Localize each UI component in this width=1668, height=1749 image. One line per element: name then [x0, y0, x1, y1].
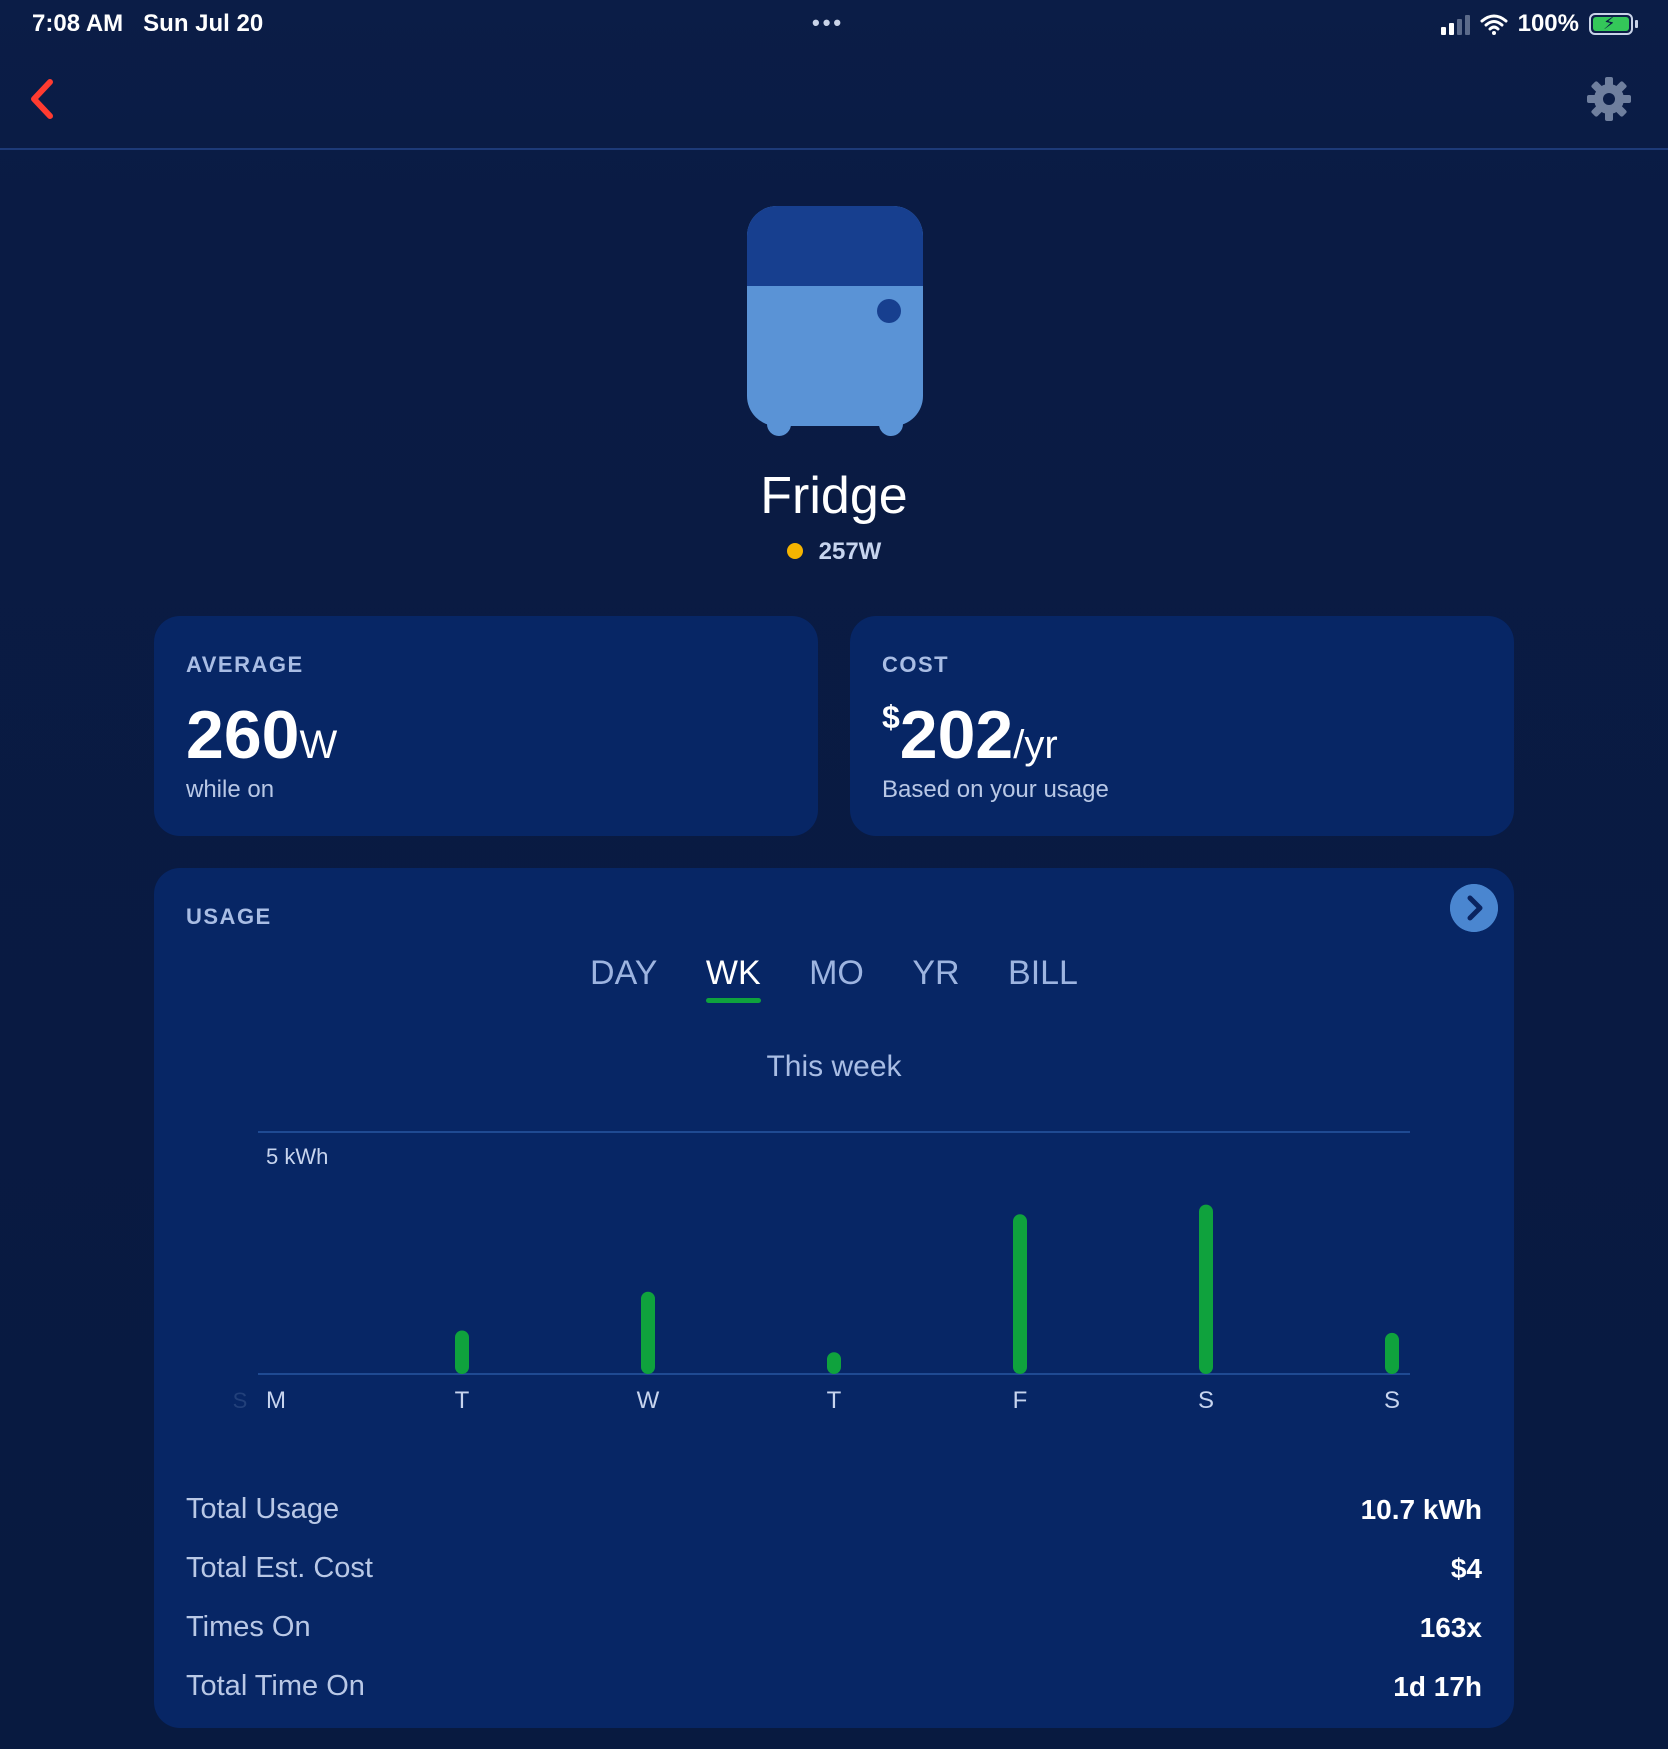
average-sub: while on: [186, 776, 275, 803]
bar-1: [455, 1330, 469, 1374]
bar-4: [1013, 1214, 1027, 1374]
stat-label: Total Time On: [186, 1670, 365, 1702]
average-label: AVERAGE: [186, 652, 304, 677]
multitasking-dots-icon[interactable]: •••: [812, 10, 845, 35]
tab-day[interactable]: DAY: [590, 954, 658, 992]
stat-label: Times On: [186, 1611, 311, 1643]
x-tick-label-3: T: [827, 1387, 842, 1412]
x-tick-label-6: S: [1384, 1387, 1400, 1412]
live-power-value: 257W: [818, 538, 882, 565]
cellular-signal-icon: [1440, 13, 1470, 35]
live-status-dot: [786, 542, 803, 559]
stat-row-total-cost: Total Est. Cost $4: [186, 1539, 1482, 1598]
stat-label: Total Usage: [186, 1493, 340, 1525]
period-tabs: DAY WK MO YR BILL: [154, 954, 1514, 1003]
usage-details-chevron-icon[interactable]: [1450, 884, 1498, 932]
status-bar: 7:08 AM Sun Jul 20 ••• 100% ⚡: [0, 0, 1668, 48]
usage-label: USAGE: [186, 904, 272, 929]
stat-value: 10.7 kWh: [1360, 1493, 1482, 1525]
stat-value: $4: [1450, 1552, 1482, 1584]
gear-icon[interactable]: [1584, 74, 1634, 124]
average-card: AVERAGE 260W while on: [154, 616, 818, 836]
nav-bar: [0, 48, 1668, 150]
fridge-icon: [747, 206, 923, 436]
device-name: Fridge: [760, 467, 908, 525]
stat-value: 163x: [1419, 1611, 1482, 1643]
x-tick-label-leading: S: [233, 1388, 248, 1412]
tab-year[interactable]: YR: [912, 954, 960, 992]
status-indicators: 100% ⚡: [1440, 10, 1638, 38]
stat-value: 1d 17h: [1393, 1670, 1482, 1702]
stat-label: Total Est. Cost: [186, 1552, 373, 1584]
cost-label: COST: [882, 652, 950, 677]
bar-5: [1199, 1204, 1213, 1374]
cost-card: COST $202/yr Based on your usage: [850, 616, 1514, 836]
tab-week[interactable]: WK: [705, 954, 761, 1003]
live-power: 257W: [0, 538, 1668, 566]
x-tick-label-5: S: [1198, 1387, 1214, 1412]
tab-bill[interactable]: BILL: [1008, 954, 1078, 992]
x-tick-label-2: W: [637, 1387, 660, 1412]
bar-6: [1385, 1332, 1399, 1374]
average-value: 260W: [186, 697, 338, 773]
x-tick-label-0: M: [266, 1387, 286, 1412]
battery-icon: ⚡: [1589, 13, 1633, 35]
usage-card: USAGE DAY WK MO YR BILL This week 5 kWh S…: [154, 868, 1514, 1728]
stat-row-times-on: Times On 163x: [186, 1598, 1482, 1657]
bar-2: [641, 1291, 655, 1374]
x-tick-label-1: T: [455, 1387, 470, 1412]
reference-label: 5 kWh: [266, 1144, 328, 1169]
status-time: 7:08 AM Sun Jul 20: [32, 10, 264, 37]
back-chevron-icon[interactable]: [22, 74, 62, 124]
battery-tip: [1635, 20, 1638, 28]
battery-percent: 100%: [1517, 10, 1579, 37]
tab-month[interactable]: MO: [809, 954, 864, 992]
stat-row-time-on: Total Time On 1d 17h: [186, 1657, 1482, 1716]
period-title: This week: [766, 1050, 902, 1083]
wifi-icon: [1480, 14, 1508, 35]
x-tick-label-4: F: [1013, 1387, 1028, 1412]
cost-value: $202/yr: [882, 697, 1058, 773]
bar-3: [827, 1352, 841, 1374]
stat-row-total-usage: Total Usage 10.7 kWh: [186, 1480, 1482, 1539]
usage-stats: Total Usage 10.7 kWh Total Est. Cost $4 …: [186, 1480, 1482, 1716]
cost-sub: Based on your usage: [882, 776, 1109, 803]
